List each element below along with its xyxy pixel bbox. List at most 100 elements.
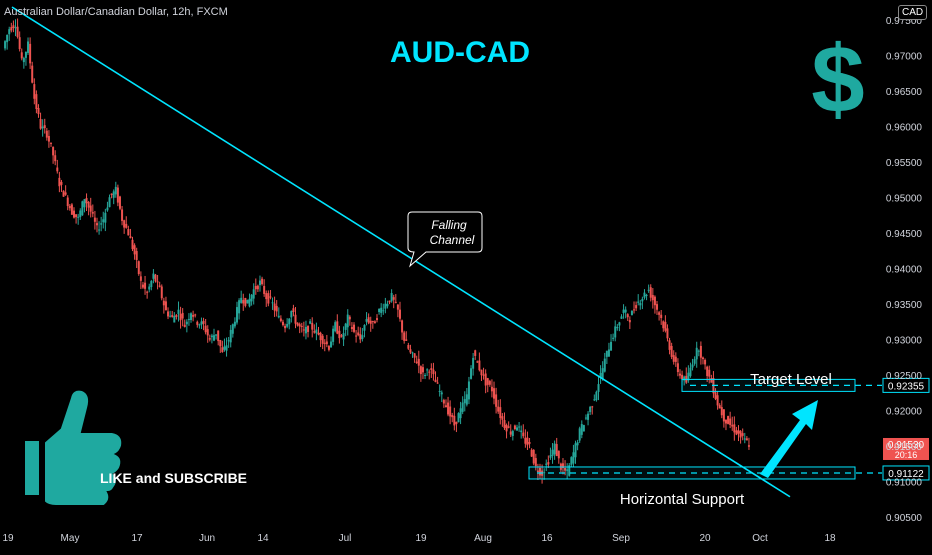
candle: [233, 317, 236, 329]
y-axis[interactable]: 0.97500 0.97000 0.96500 0.96000 0.95500 0.950…: [886, 16, 923, 524]
candle: [676, 358, 679, 377]
candle-body: [386, 303, 389, 307]
candle: [41, 119, 44, 137]
candle: [428, 369, 431, 380]
candle-body: [497, 406, 500, 412]
candle-body: [302, 329, 305, 331]
x-tick-label: Jul: [339, 533, 352, 544]
candle-body: [361, 335, 364, 339]
candle-body: [373, 321, 376, 324]
candle-body: [637, 301, 640, 303]
candle: [444, 399, 447, 408]
candle-body: [263, 285, 266, 294]
candle-body: [177, 309, 180, 315]
candle-body: [231, 324, 234, 334]
candle-body: [10, 27, 13, 31]
candle: [670, 342, 673, 360]
x-tick-label: Sep: [612, 533, 630, 544]
candle: [167, 307, 170, 320]
candle: [79, 208, 82, 221]
candle-body: [307, 326, 310, 332]
candle: [68, 203, 71, 211]
candle-body: [463, 399, 466, 404]
candle: [432, 362, 435, 381]
candle: [421, 363, 424, 380]
candle: [146, 290, 149, 299]
candle-body: [547, 462, 550, 465]
candle: [85, 193, 88, 211]
candle: [708, 365, 711, 384]
candle-body: [336, 321, 339, 334]
candle-body: [459, 408, 462, 419]
candle: [83, 198, 86, 213]
candle: [722, 409, 725, 428]
candle-body: [482, 374, 485, 376]
candle-body: [578, 428, 581, 441]
candle-body: [141, 284, 144, 288]
candle-body: [670, 345, 673, 357]
x-axis[interactable]: 19 May 17 Jun 14 Jul 19 Aug 16 Sep 20 Oct 18: [2, 533, 836, 544]
candle-body: [470, 368, 473, 379]
candle-body: [242, 300, 245, 304]
candle-body: [432, 369, 435, 375]
candle: [298, 322, 301, 334]
candle-body: [651, 295, 654, 301]
candle: [687, 365, 690, 383]
candle: [91, 204, 94, 218]
candle-body: [129, 236, 132, 239]
candle: [382, 303, 385, 315]
target-level-label: Target Level: [750, 371, 832, 388]
candle: [235, 301, 238, 325]
candle: [173, 312, 176, 323]
candle: [578, 426, 581, 443]
candle-body: [64, 192, 67, 195]
candle-body: [440, 392, 443, 395]
candle-body: [413, 353, 416, 358]
candle-body: [160, 286, 163, 299]
candle-body: [484, 373, 487, 386]
currency-badge[interactable]: CAD: [898, 5, 928, 20]
candle: [747, 437, 750, 450]
candle-body: [355, 335, 358, 337]
candle-body: [486, 378, 489, 385]
candle-body: [171, 315, 174, 317]
candle: [582, 424, 585, 432]
candle: [317, 326, 320, 336]
candle-body: [653, 296, 656, 306]
candle: [112, 189, 115, 205]
candle: [589, 405, 592, 416]
candle-body: [722, 409, 725, 422]
candle: [114, 181, 117, 198]
candle: [415, 355, 418, 364]
candle-body: [246, 299, 249, 304]
candle: [175, 314, 178, 320]
candle: [570, 456, 573, 468]
candle-body: [89, 205, 92, 212]
candle-body: [292, 308, 295, 313]
y-tick-label: 0.97000: [886, 51, 923, 62]
candle: [37, 104, 40, 118]
falling-channel-callout: Falling Channel: [407, 211, 483, 268]
candle: [246, 299, 249, 304]
candle-body: [229, 329, 232, 343]
candle-body: [507, 426, 510, 428]
candle: [716, 391, 719, 410]
candle: [737, 425, 740, 442]
y-tick-label: 0.94500: [886, 229, 923, 240]
candle: [108, 194, 111, 208]
symbol-info[interactable]: Australian Dollar/Canadian Dollar, 12h, …: [4, 6, 228, 18]
candle-body: [635, 305, 638, 309]
candle: [633, 301, 636, 314]
candle-body: [340, 335, 343, 337]
candle: [242, 293, 245, 311]
candle: [727, 415, 730, 425]
candle-body: [323, 342, 326, 344]
candle: [561, 458, 564, 475]
candle: [24, 51, 27, 66]
candle: [261, 276, 264, 286]
candle: [426, 368, 429, 376]
candle-body: [288, 318, 291, 325]
candle-body: [106, 207, 109, 211]
